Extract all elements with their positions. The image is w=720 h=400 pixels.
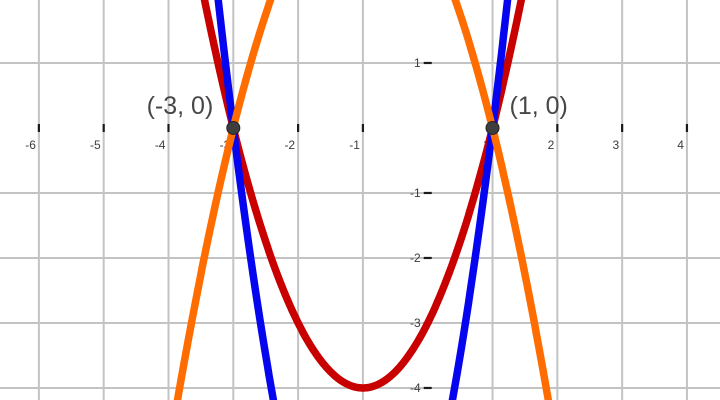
x-axis-label: -6 — [25, 138, 36, 152]
x-axis-label: -4 — [155, 138, 166, 152]
point-dot[interactable] — [485, 120, 500, 135]
y-axis-label: -2 — [410, 251, 421, 265]
x-axis-label: -3 — [220, 138, 231, 152]
y-axis-label: -1 — [410, 186, 421, 200]
y-axis-label: -3 — [410, 316, 421, 330]
x-axis-label: -2 — [284, 138, 295, 152]
x-axis-label: -1 — [349, 138, 360, 152]
x-axis-label: 2 — [548, 138, 555, 152]
y-axis-label: -4 — [410, 381, 421, 395]
point-dot[interactable] — [226, 120, 241, 135]
x-axis-label: 3 — [612, 138, 619, 152]
point-label: (1, 0) — [510, 92, 568, 120]
y-axis-label: 1 — [414, 56, 421, 70]
point-label: (-3, 0) — [147, 92, 214, 120]
x-axis-label: 4 — [677, 138, 684, 152]
x-axis-label: -5 — [90, 138, 101, 152]
